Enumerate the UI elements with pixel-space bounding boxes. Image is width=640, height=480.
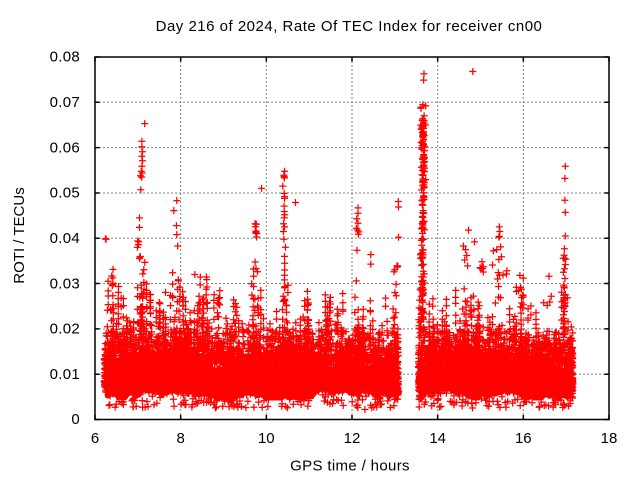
svg-text:14: 14 (429, 430, 446, 447)
svg-text:0.06: 0.06 (50, 139, 80, 156)
svg-text:0.07: 0.07 (50, 94, 80, 111)
svg-text:0.05: 0.05 (50, 185, 80, 202)
svg-text:10: 10 (258, 430, 275, 447)
svg-text:0.03: 0.03 (50, 275, 80, 292)
svg-text:ROTI / TECUs: ROTI / TECUs (11, 187, 28, 283)
svg-text:12: 12 (344, 430, 361, 447)
svg-text:8: 8 (177, 430, 185, 447)
svg-text:0.02: 0.02 (50, 321, 80, 338)
svg-text:6: 6 (91, 430, 99, 447)
svg-text:GPS time / hours: GPS time / hours (290, 458, 410, 475)
svg-text:18: 18 (601, 430, 618, 447)
svg-text:Day 216 of 2024, Rate Of TEC I: Day 216 of 2024, Rate Of TEC Index for r… (156, 18, 543, 35)
svg-text:0: 0 (71, 411, 80, 428)
svg-text:0.01: 0.01 (50, 366, 80, 383)
svg-text:0.08: 0.08 (50, 49, 80, 66)
svg-text:0.04: 0.04 (50, 230, 80, 247)
svg-text:16: 16 (515, 430, 532, 447)
